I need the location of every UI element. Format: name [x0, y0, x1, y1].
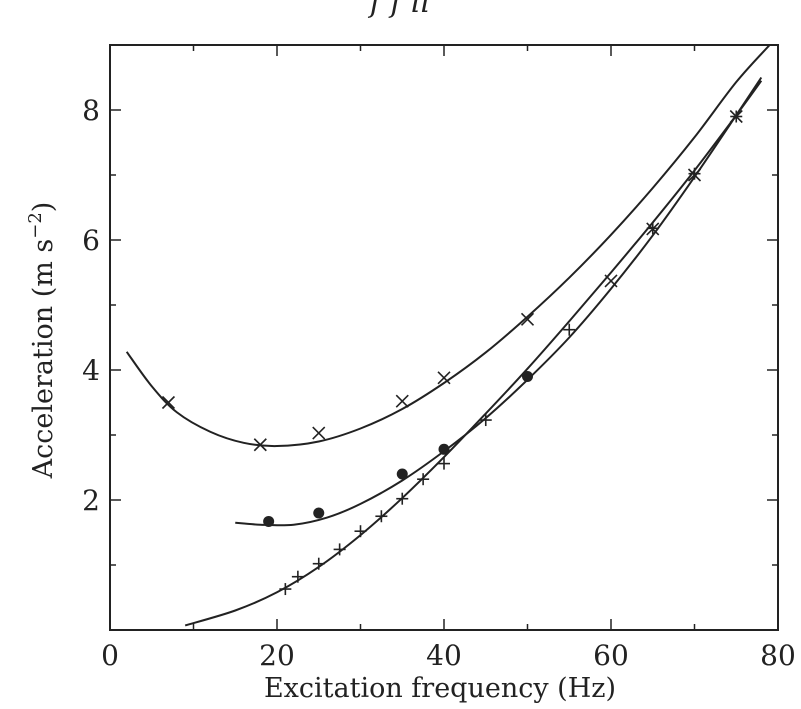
fit-curve-x	[125, 45, 771, 448]
data-point-x	[604, 274, 618, 288]
data-point-plus	[417, 473, 430, 486]
x-tick-labels: 0 20 40 60 80	[101, 639, 796, 672]
data-point-x	[161, 395, 176, 410]
y-tick-label: 6	[82, 224, 100, 257]
data-point-plus	[479, 414, 492, 427]
data-point-dot	[522, 371, 533, 382]
data-point-plus	[375, 510, 388, 523]
fitted-curves	[125, 45, 771, 627]
data-point-plus	[688, 167, 701, 180]
y-axis-label-main: Acceleration (m s	[28, 239, 59, 480]
fit-curve-dot	[235, 76, 763, 527]
data-point-dot	[396, 468, 408, 480]
x-axis-label: Excitation frequency (Hz)	[264, 673, 616, 704]
data-point-plus	[563, 323, 576, 336]
y-axis-label-exponent: −2	[25, 212, 46, 239]
fit-curve-plus	[184, 80, 763, 627]
data-point-x	[253, 438, 267, 452]
data-point-x	[437, 371, 451, 385]
data-point-plus	[279, 583, 292, 596]
data-point-x	[395, 394, 409, 408]
y-tick-label: 8	[82, 94, 100, 127]
y-axis-label: Acceleration (m s−2)	[25, 202, 59, 480]
data-point-dot	[313, 507, 325, 519]
y-tick-labels: 2 4 6 8	[82, 94, 100, 517]
y-tick-label: 2	[82, 484, 100, 517]
data-point-plus	[291, 570, 304, 583]
data-point-plus	[396, 492, 409, 505]
data-point-plus	[312, 557, 325, 570]
data-point-x	[520, 312, 535, 326]
x-tick-label: 60	[593, 639, 629, 672]
data-point-plus	[333, 543, 346, 556]
x-tick-label: 0	[101, 639, 119, 672]
x-tick-label: 40	[426, 639, 462, 672]
data-point-dot	[438, 443, 450, 455]
data-markers	[161, 109, 743, 596]
data-point-x	[312, 426, 326, 440]
x-tick-label: 80	[760, 639, 796, 672]
data-point-plus	[730, 110, 743, 123]
data-point-plus	[354, 525, 367, 538]
y-axis-label-close: )	[28, 202, 59, 213]
y-tick-label: 4	[82, 354, 100, 387]
plot-frame	[109, 44, 779, 631]
data-point-plus	[646, 222, 659, 235]
x-tick-label: 20	[259, 639, 295, 672]
axis-ticks	[109, 44, 779, 630]
data-point-plus	[438, 457, 450, 470]
data-point-dot	[263, 515, 275, 527]
top-text-fragment: f f ll	[368, 0, 430, 20]
plot-area: 0 20 40 60 80 2 4 6 8	[82, 44, 796, 672]
